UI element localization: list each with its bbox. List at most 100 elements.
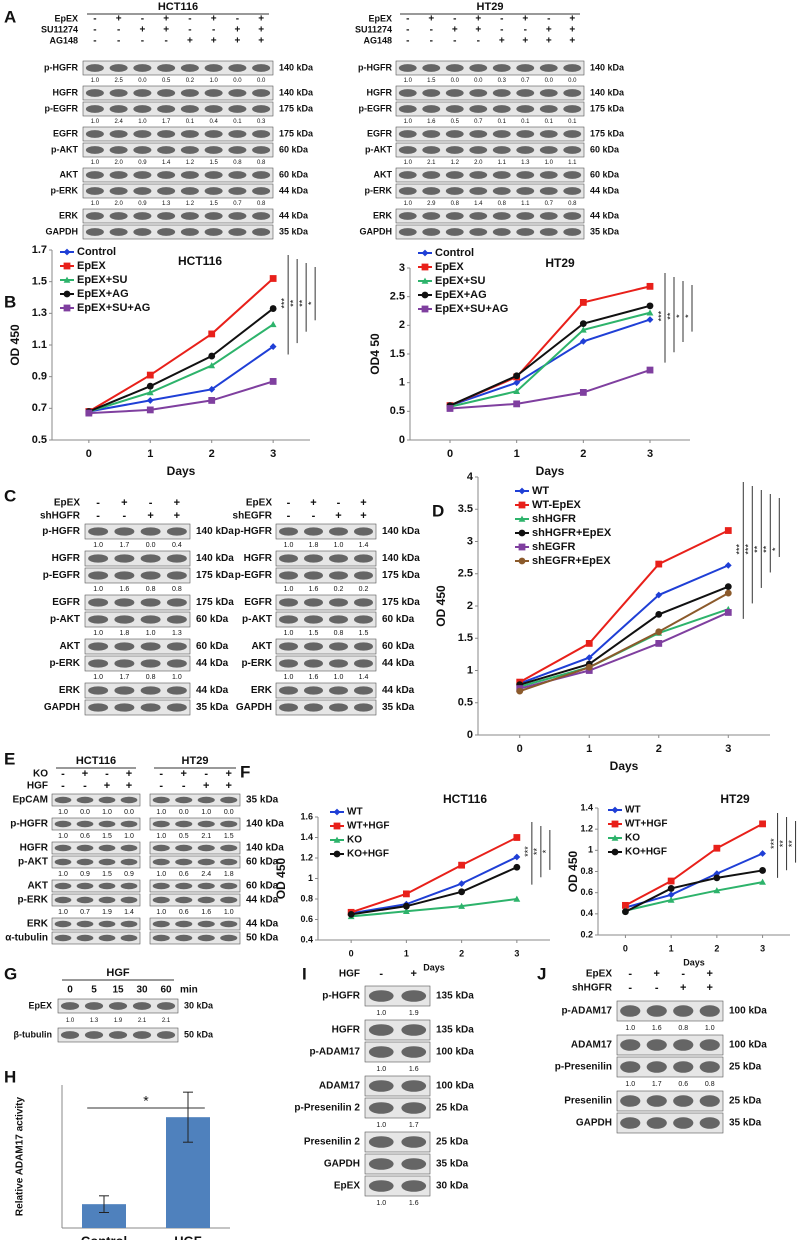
blot-quant: 1.0 <box>58 833 68 840</box>
series-line <box>624 822 764 907</box>
blot-band <box>60 1031 80 1039</box>
blot-quant: 0.3 <box>498 78 507 84</box>
blot-band <box>109 89 128 97</box>
marker <box>63 248 71 256</box>
blot-band <box>220 844 238 852</box>
condition-label: EpEX <box>54 13 78 23</box>
blot-band <box>516 89 535 97</box>
blot-band <box>54 858 72 866</box>
blot-band <box>109 171 128 179</box>
blot-quant: 0.0 <box>257 78 266 84</box>
marker <box>513 834 521 841</box>
marker <box>513 863 521 871</box>
blot-band <box>152 820 170 828</box>
y-tick-label: 0.5 <box>32 434 47 446</box>
blot-band <box>140 703 161 712</box>
blot-label: EGFR <box>367 128 393 138</box>
blot-band <box>133 89 152 97</box>
blot-label: EGFR <box>244 597 273 608</box>
marker <box>655 610 663 618</box>
blot-band <box>422 130 441 138</box>
blot-kda: 175 kDa <box>196 570 234 581</box>
blot-band <box>228 146 247 154</box>
blot-band <box>252 130 271 138</box>
marker <box>458 902 466 909</box>
x-axis-label: Days <box>167 464 196 478</box>
significance: * <box>771 547 781 551</box>
blot-band <box>85 146 104 154</box>
blot-band <box>133 130 152 138</box>
blot-band <box>539 228 558 236</box>
y-tick-label: 0.5 <box>458 697 473 709</box>
blot-strip <box>84 550 191 567</box>
blot-quant: 0.1 <box>498 119 507 125</box>
bar <box>82 1204 126 1228</box>
blot-band <box>157 64 176 72</box>
blot-label: GAPDH <box>45 226 78 236</box>
blot-quant: 1.6 <box>201 909 211 916</box>
blot-band <box>354 527 373 536</box>
marker <box>402 902 410 910</box>
significance: ** <box>778 840 788 848</box>
condition-sign: - <box>159 780 163 792</box>
blot-band <box>563 187 582 195</box>
blot-band <box>157 187 176 195</box>
blot-band <box>108 1002 128 1010</box>
blot-quant: 2.4 <box>201 871 211 878</box>
blot-label: p-HGFR <box>322 991 361 1002</box>
blot-band <box>88 554 109 563</box>
blot-quant: 1.9 <box>114 1018 123 1024</box>
blot-band <box>646 1095 667 1107</box>
blot-band <box>252 228 271 236</box>
y-tick-label: 1.5 <box>32 276 47 288</box>
blot-band <box>492 187 511 195</box>
x-tick-label: 1 <box>404 948 409 958</box>
blot-quant: 0.1 <box>521 119 530 125</box>
significance: ** <box>787 840 797 848</box>
marker <box>146 389 154 396</box>
blot-label: AKT <box>27 881 48 892</box>
blot-band <box>54 896 72 904</box>
blot-band <box>88 642 109 651</box>
blot-strip <box>395 208 585 224</box>
blot-band <box>133 187 152 195</box>
lane-label: 15 <box>112 985 124 996</box>
blot-band <box>54 844 72 852</box>
condition-sign: + <box>82 768 88 780</box>
blot-quant: 1.0 <box>93 674 103 681</box>
blot-quant: 1.0 <box>156 809 166 816</box>
blot-band <box>279 598 298 607</box>
blot-strip <box>395 224 585 240</box>
blot-band <box>699 1005 720 1017</box>
blot-band <box>368 1102 394 1114</box>
blot-quant: 0.7 <box>545 201 554 207</box>
blot-strip <box>149 817 241 831</box>
blot-band <box>401 1158 427 1170</box>
condition-sign: - <box>96 497 100 509</box>
blot-quant: 1.0 <box>58 809 68 816</box>
blot-band <box>699 1117 720 1129</box>
blot-band <box>98 934 116 942</box>
x-tick-label: 3 <box>514 948 519 958</box>
y-tick-label: 0.9 <box>32 371 47 383</box>
condition-sign: - <box>105 768 109 780</box>
blot-band <box>204 105 223 113</box>
blot-quant: 1.1 <box>498 160 507 166</box>
blot-band <box>180 64 199 72</box>
series-line <box>351 898 517 918</box>
marker <box>269 275 277 282</box>
marker <box>513 387 521 394</box>
blot-band <box>401 1180 427 1192</box>
blot-band <box>368 990 394 1002</box>
series-line <box>88 380 274 415</box>
blot-band <box>563 228 582 236</box>
blot-quant: 0.0 <box>233 78 242 84</box>
condition-sign: - <box>406 14 409 25</box>
blot-kda: 140 kDa <box>382 526 420 537</box>
blot-band <box>469 146 488 154</box>
blot-title: HCT116 <box>158 1 198 13</box>
blot-quant: 0.0 <box>545 78 554 84</box>
condition-sign: + <box>126 768 132 780</box>
marker <box>655 628 663 636</box>
blot-strip <box>275 594 377 611</box>
